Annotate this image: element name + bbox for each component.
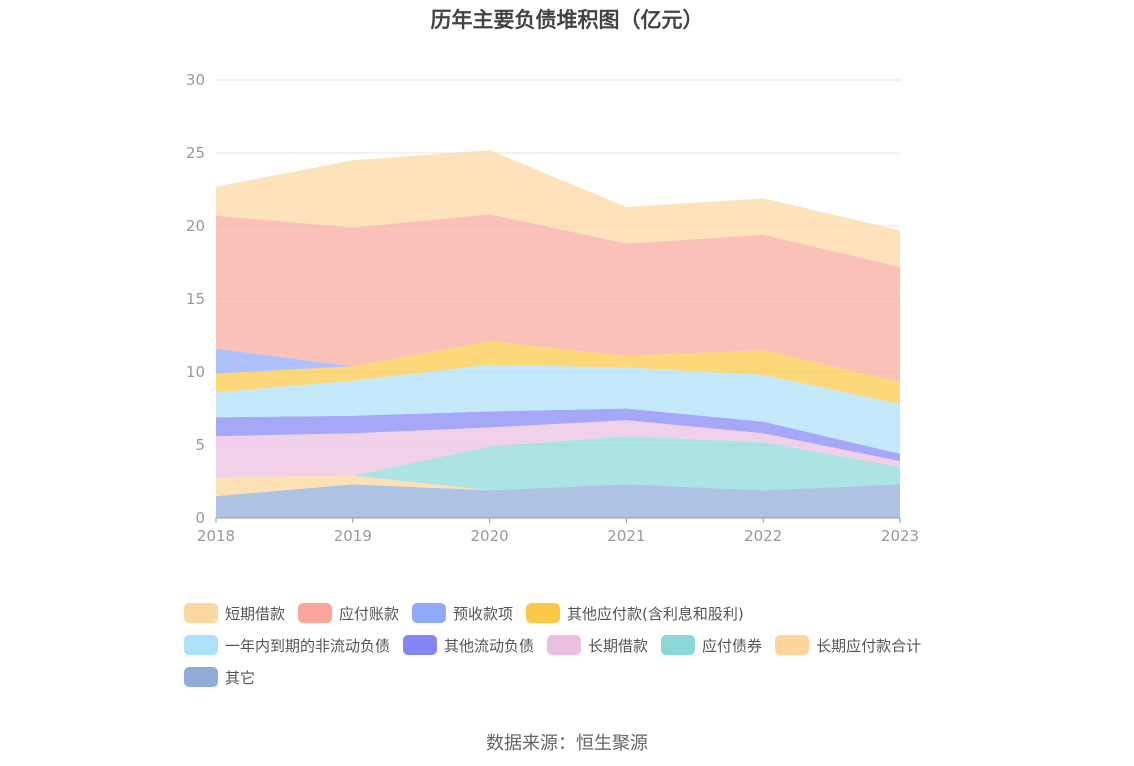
x-tick-label: 2023 [881, 527, 919, 545]
y-tick-label: 5 [195, 436, 205, 454]
legend-item[interactable]: 长期借款 [547, 635, 648, 656]
legend-item[interactable]: 其它 [184, 667, 255, 688]
legend-item[interactable]: 一年内到期的非流动负债 [184, 635, 390, 656]
legend-swatch [403, 635, 438, 655]
legend-swatch [412, 603, 447, 623]
y-tick-label: 20 [186, 217, 205, 235]
legend-label: 应付账款 [339, 604, 400, 623]
legend-swatch [184, 603, 218, 623]
y-tick-label: 0 [195, 509, 205, 527]
area-series-8 [216, 214, 900, 383]
y-tick-label: 25 [186, 144, 205, 162]
x-tick-label: 2018 [197, 527, 235, 545]
legend-item[interactable]: 长期应付款合计 [775, 635, 921, 656]
legend-label: 其它 [225, 668, 256, 687]
legend-item[interactable]: 应付债券 [661, 635, 762, 656]
legend-item[interactable]: 预收款项 [412, 603, 513, 624]
legend-label: 长期应付款合计 [816, 636, 922, 655]
area-series-0 [216, 484, 900, 518]
legend-label: 其他应付款(含利息和股利) [567, 604, 744, 623]
area-series [216, 150, 900, 518]
legend-label: 其他流动负债 [444, 636, 535, 655]
legend-swatch [184, 667, 218, 687]
legend-label: 短期借款 [225, 604, 286, 623]
x-tick-label: 2020 [471, 527, 509, 545]
legend-item[interactable]: 其他流动负债 [403, 635, 534, 656]
legend-label: 应付债券 [702, 636, 763, 655]
legend-swatch [298, 603, 333, 623]
area-series-5 [216, 364, 900, 454]
legend-item[interactable]: 应付账款 [298, 603, 399, 624]
legend-label: 预收款项 [453, 604, 514, 623]
area-series-6 [216, 341, 900, 405]
x-tick-label: 2022 [744, 527, 782, 545]
legend-swatch [547, 635, 582, 655]
legend-swatch [526, 603, 561, 623]
legend-item[interactable]: 其他应付款(含利息和股利) [526, 603, 744, 624]
x-tick-label: 2021 [607, 527, 645, 545]
axes: 0 5 10 15 20 25 30 2018 2019 2020 2021 2022 2023 [186, 71, 919, 545]
legend-swatch [775, 635, 810, 655]
legend: 短期借款 应付账款 预收款项 其他应付款(含利息和股利) 一年内到期的非流动负债 其他流动… [184, 597, 984, 693]
legend-label: 一年内到期的非流动负债 [225, 636, 391, 655]
legend-item[interactable]: 短期借款 [184, 603, 285, 624]
legend-swatch [661, 635, 696, 655]
legend-row: 一年内到期的非流动负债 其他流动负债 长期借款 应付债券 长期应付款合计 [184, 629, 984, 661]
y-tick-label: 30 [186, 71, 205, 89]
y-tick-label: 10 [186, 363, 205, 381]
legend-swatch [184, 635, 218, 655]
area-series-4 [216, 408, 900, 462]
area-series-2 [216, 436, 900, 491]
legend-row: 短期借款 应付账款 预收款项 其他应付款(含利息和股利) [184, 597, 984, 629]
data-source: 数据来源：恒生聚源 [486, 733, 648, 754]
area-series-1 [216, 475, 900, 497]
chart-title: 历年主要负债堆积图（亿元） [430, 8, 704, 32]
y-tick-label: 15 [186, 290, 205, 308]
area-series-9 [216, 150, 900, 267]
x-tick-label: 2019 [334, 527, 372, 545]
legend-row: 其它 [184, 661, 984, 693]
area-series-3 [216, 420, 900, 478]
legend-label: 长期借款 [588, 636, 649, 655]
